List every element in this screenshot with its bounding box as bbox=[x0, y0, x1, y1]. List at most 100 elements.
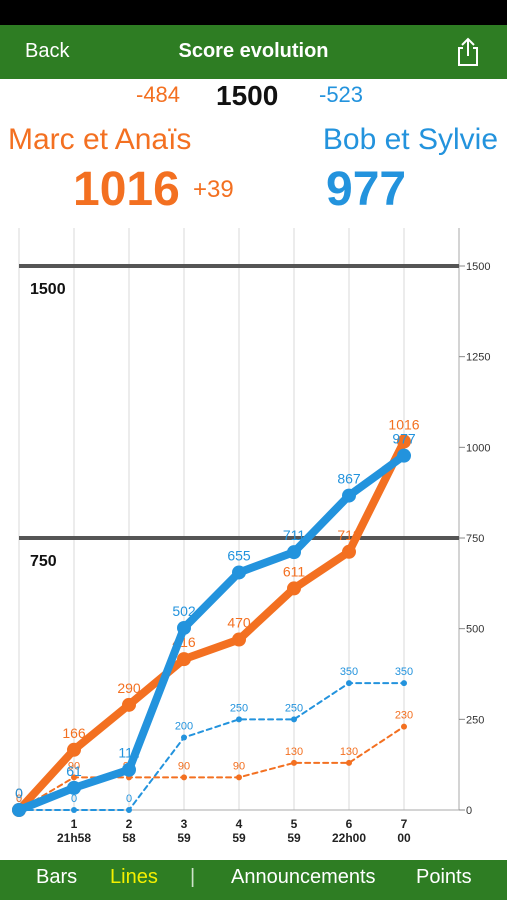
data-label: 470 bbox=[227, 615, 251, 631]
data-label: 166 bbox=[62, 725, 86, 741]
x-tick-label: 7 bbox=[401, 817, 408, 831]
tab-lines[interactable]: Lines bbox=[110, 866, 158, 888]
x-tick-label: 5 bbox=[291, 817, 298, 831]
data-point bbox=[232, 632, 246, 647]
x-tick-sublabel: 59 bbox=[177, 831, 191, 845]
target-score: 1500 bbox=[216, 80, 279, 111]
data-point bbox=[181, 734, 187, 741]
x-tick-label: 6 bbox=[346, 817, 353, 831]
data-label: 711 bbox=[283, 527, 306, 543]
tab-points[interactable]: Points bbox=[416, 866, 472, 888]
data-point bbox=[71, 774, 77, 781]
y-tick-label: 1000 bbox=[466, 442, 490, 454]
left-team-score: 1016 bbox=[73, 163, 180, 216]
x-tick-sublabel: 00 bbox=[397, 831, 411, 845]
data-label: 350 bbox=[340, 666, 358, 678]
series-line bbox=[18, 682, 405, 811]
data-point bbox=[67, 742, 81, 757]
x-tick-sublabel: 22h00 bbox=[332, 831, 366, 845]
data-label: 90 bbox=[178, 760, 190, 772]
data-label: 0 bbox=[126, 793, 132, 805]
data-label: 90 bbox=[233, 760, 245, 772]
data-label: 250 bbox=[230, 702, 248, 714]
y-tick-label: 750 bbox=[466, 533, 484, 545]
data-label: 867 bbox=[337, 471, 361, 487]
score-line-chart: 02505007501000125015007501500121h5825835… bbox=[12, 228, 490, 845]
data-point bbox=[232, 565, 246, 580]
y-tick-label: 1250 bbox=[466, 352, 490, 364]
data-label: 0 bbox=[15, 785, 23, 801]
data-point bbox=[12, 803, 26, 817]
page-title: Score evolution bbox=[178, 40, 329, 62]
data-label: 1016 bbox=[388, 417, 419, 433]
navigation-bar: Back Score evolution bbox=[0, 25, 507, 79]
data-label: 290 bbox=[117, 680, 141, 696]
tab-bars[interactable]: Bars bbox=[36, 866, 78, 888]
series-line bbox=[15, 437, 408, 814]
data-point bbox=[122, 762, 136, 777]
right-team-score: 977 bbox=[326, 163, 407, 216]
y-tick-label: 0 bbox=[466, 805, 472, 817]
data-point bbox=[346, 759, 352, 766]
data-point bbox=[287, 581, 301, 596]
share-icon[interactable] bbox=[454, 37, 482, 67]
data-point bbox=[401, 723, 407, 730]
left-team-remaining: -484 bbox=[136, 82, 181, 107]
x-tick-sublabel: 21h58 bbox=[57, 831, 91, 845]
y-tick-label: 1500 bbox=[466, 261, 490, 273]
data-label: 0 bbox=[16, 793, 22, 805]
data-label: 977 bbox=[392, 431, 416, 447]
data-point bbox=[236, 716, 242, 723]
x-tick-sublabel: 59 bbox=[287, 831, 301, 845]
y-tick-label: 500 bbox=[466, 624, 484, 636]
data-point bbox=[122, 697, 136, 712]
series-line bbox=[15, 451, 408, 814]
data-label: 130 bbox=[285, 746, 303, 758]
tab-bar: Bars Lines | Announcements Points bbox=[0, 860, 507, 900]
x-tick-label: 4 bbox=[236, 817, 243, 831]
left-team-name: Marc et Anaïs bbox=[8, 123, 192, 156]
data-label: 250 bbox=[285, 702, 303, 714]
right-team-remaining: -523 bbox=[319, 82, 364, 107]
data-point bbox=[177, 652, 191, 667]
data-label: 90 bbox=[68, 760, 80, 772]
data-point bbox=[126, 807, 132, 813]
data-label: 712 bbox=[337, 527, 361, 543]
data-point bbox=[291, 759, 297, 766]
data-label: 200 bbox=[175, 720, 193, 732]
data-point bbox=[181, 774, 187, 781]
data-label: 230 bbox=[395, 710, 413, 722]
x-tick-label: 3 bbox=[181, 817, 188, 831]
data-point bbox=[177, 620, 191, 635]
data-label: 350 bbox=[395, 666, 413, 678]
x-tick-sublabel: 59 bbox=[232, 831, 246, 845]
right-team-name: Bob et Sylvie bbox=[322, 123, 498, 156]
left-team-lead: +39 bbox=[193, 176, 234, 203]
data-point bbox=[342, 488, 356, 503]
data-label: 502 bbox=[172, 603, 196, 619]
x-tick-label: 1 bbox=[71, 817, 78, 831]
data-point bbox=[71, 807, 77, 813]
tab-announcements[interactable]: Announcements bbox=[231, 866, 376, 888]
data-point bbox=[401, 680, 407, 687]
data-point bbox=[291, 716, 297, 723]
data-label: 0 bbox=[15, 785, 23, 801]
data-point bbox=[236, 774, 242, 781]
data-point bbox=[287, 545, 301, 560]
data-point bbox=[346, 680, 352, 687]
x-tick-label: 2 bbox=[126, 817, 133, 831]
data-label: 0 bbox=[71, 793, 77, 805]
reference-line-label: 1500 bbox=[30, 281, 66, 298]
reference-line-label: 750 bbox=[30, 553, 57, 570]
tab-separator: | bbox=[190, 866, 196, 888]
data-label: 611 bbox=[283, 563, 306, 579]
status-bar bbox=[0, 0, 507, 25]
y-tick-label: 250 bbox=[466, 714, 484, 726]
data-label: 0 bbox=[16, 793, 22, 805]
data-label: 61 bbox=[66, 763, 82, 779]
back-button[interactable]: Back bbox=[25, 40, 70, 62]
data-point bbox=[342, 544, 356, 559]
data-label: 130 bbox=[340, 746, 358, 758]
series-line bbox=[18, 725, 405, 811]
data-point bbox=[67, 780, 81, 795]
